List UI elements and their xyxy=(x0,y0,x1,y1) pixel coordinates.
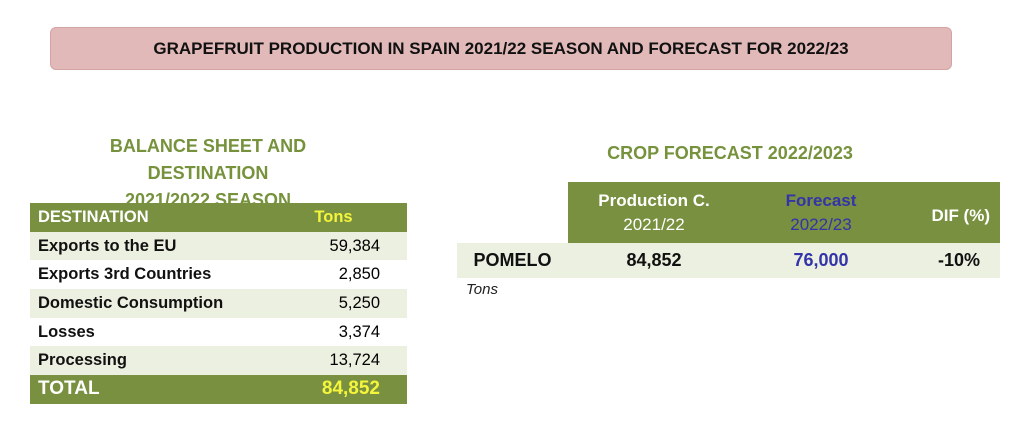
header-dif: DIF (%) xyxy=(902,182,1000,243)
row-label: Processing xyxy=(38,351,127,370)
balance-heading-line1: BALANCE SHEET AND DESTINATION xyxy=(109,136,307,183)
balance-table: DESTINATION Tons Exports to the EU 59,384… xyxy=(30,203,407,404)
forecast-table: Production C. 2021/22 Forecast 2022/23 DIF… xyxy=(457,182,1000,278)
total-row: TOTAL 84,852 xyxy=(30,375,407,404)
table-row: Exports to the EU 59,384 xyxy=(30,231,407,261)
balance-heading: BALANCE SHEET AND DESTINATION 2021/2022 … xyxy=(60,133,356,214)
header-production-line2: 2021/22 xyxy=(623,214,685,234)
row-value: 59,384 xyxy=(329,236,380,255)
row-value: 3,374 xyxy=(338,322,380,341)
row-label: Domestic Consumption xyxy=(38,293,224,312)
row-value: 5,250 xyxy=(338,293,380,312)
header-production-line1: Production C. xyxy=(598,190,710,210)
header-destination: DESTINATION xyxy=(38,207,149,226)
empty-cell xyxy=(457,182,568,243)
table-row: Processing 13,724 xyxy=(30,346,407,376)
forecast-header-row: Production C. 2021/22 Forecast 2022/23 DIF… xyxy=(457,182,1000,243)
header-production: Production C. 2021/22 xyxy=(568,182,740,243)
header-forecast-line2: 2022/23 xyxy=(790,214,852,234)
row-label: Exports 3rd Countries xyxy=(38,265,212,284)
total-label: TOTAL xyxy=(38,378,100,400)
table-row: Losses 3,374 xyxy=(30,318,407,347)
total-value: 84,852 xyxy=(321,378,380,400)
header-forecast-line1: Forecast xyxy=(785,190,857,210)
forecast-value: 76,000 xyxy=(793,250,849,270)
row-value: 13,724 xyxy=(329,351,380,370)
table-row: Exports 3rd Countries 2,850 xyxy=(30,260,407,289)
balance-heading-line2: 2021/2022 SEASON xyxy=(124,190,292,210)
dif-value: -10% xyxy=(937,250,980,270)
row-label: POMELO xyxy=(473,250,552,270)
production-value: 84,852 xyxy=(626,250,682,270)
title-banner: GRAPEFRUIT PRODUCTION IN SPAIN 2021/22 S… xyxy=(50,27,952,70)
row-value: 2,850 xyxy=(338,265,380,284)
row-label: Losses xyxy=(38,322,95,341)
row-label: Exports to the EU xyxy=(38,236,177,255)
table-row: Domestic Consumption 5,250 xyxy=(30,289,407,318)
header-tons: Tons xyxy=(314,207,353,226)
forecast-heading: CROP FORECAST 2022/2023 xyxy=(607,143,853,163)
unit-note: Tons xyxy=(466,281,498,298)
header-forecast: Forecast 2022/23 xyxy=(740,182,902,243)
pomelo-row: POMELO 84,852 76,000 -10% xyxy=(457,243,1000,278)
table-header-row: DESTINATION Tons xyxy=(30,203,407,232)
